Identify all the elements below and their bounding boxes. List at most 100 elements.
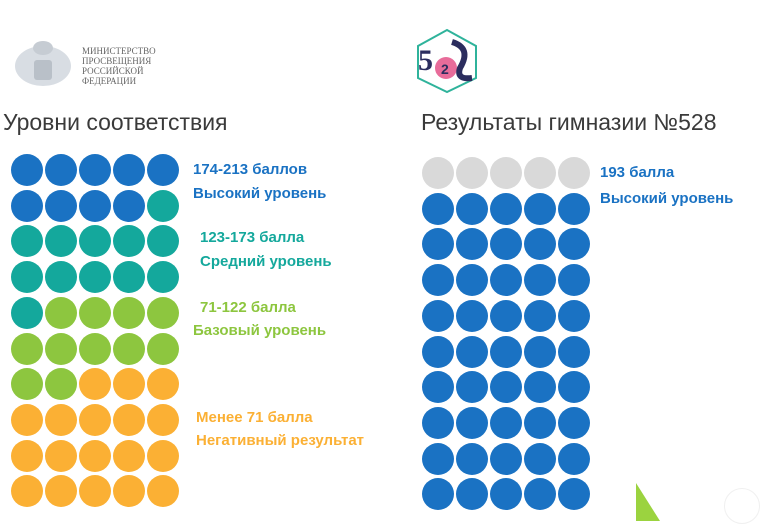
dot <box>113 332 145 365</box>
high-name: Высокий уровень <box>193 185 327 202</box>
dot <box>558 335 590 368</box>
dot <box>524 406 556 439</box>
base-range: 71-122 балла <box>200 299 296 316</box>
dot <box>11 261 43 294</box>
dot <box>524 478 556 511</box>
dot <box>422 192 454 225</box>
dot <box>79 261 111 294</box>
dot <box>113 403 145 436</box>
dot <box>558 299 590 332</box>
dot <box>11 439 43 472</box>
dot <box>147 296 179 329</box>
dot <box>456 442 488 475</box>
dot <box>490 335 522 368</box>
dot <box>422 264 454 297</box>
dot <box>79 189 111 222</box>
dot <box>524 228 556 261</box>
dot <box>558 264 590 297</box>
dot <box>11 296 43 329</box>
ministry-line: ПРОСВЕЩЕНИЯ <box>82 56 152 66</box>
dot <box>490 371 522 404</box>
svg-text:5: 5 <box>418 44 433 77</box>
dot <box>456 371 488 404</box>
dot <box>11 403 43 436</box>
decorative-triangle <box>636 483 660 521</box>
dot <box>79 332 111 365</box>
dot <box>456 299 488 332</box>
ministry-line: ФЕДЕРАЦИИ <box>82 76 137 86</box>
dot <box>79 154 111 186</box>
dot <box>456 157 488 189</box>
left-title: Уровни соответствия <box>3 109 228 135</box>
dot <box>558 406 590 439</box>
dot <box>147 403 179 436</box>
base-name: Базовый уровень <box>193 322 327 339</box>
dot <box>422 157 454 189</box>
dot <box>45 189 77 222</box>
school-level: Высокий уровень <box>600 190 734 207</box>
dot <box>422 406 454 439</box>
dot <box>456 478 488 511</box>
dot <box>45 225 77 258</box>
mid-name: Средний уровень <box>200 253 332 270</box>
dot <box>147 332 179 365</box>
dot <box>45 403 77 436</box>
dot <box>45 154 77 186</box>
dot <box>524 299 556 332</box>
dot <box>422 299 454 332</box>
dot <box>113 368 145 401</box>
school-score: 193 балла <box>600 164 675 181</box>
negative-name: Негативный результат <box>196 432 365 449</box>
dot <box>11 154 43 186</box>
dot <box>147 475 179 508</box>
ministry-line: РОССИЙСКОЙ <box>82 66 144 76</box>
dot <box>11 189 43 222</box>
dot <box>11 368 43 401</box>
dot <box>490 299 522 332</box>
dot <box>422 228 454 261</box>
dot <box>113 225 145 258</box>
dot <box>558 371 590 404</box>
right-title: Результаты гимназии №528 <box>421 109 717 135</box>
svg-text:2: 2 <box>441 61 449 77</box>
dot <box>147 225 179 258</box>
dot <box>11 475 43 508</box>
dot <box>79 368 111 401</box>
dot <box>524 264 556 297</box>
dot <box>79 225 111 258</box>
negative-range: Менее 71 балла <box>196 409 313 426</box>
dot <box>524 335 556 368</box>
school-logo: 5 2 <box>412 28 482 99</box>
dot <box>147 154 179 186</box>
dot <box>45 261 77 294</box>
dot <box>422 478 454 511</box>
dot <box>490 406 522 439</box>
dot <box>79 403 111 436</box>
dot <box>79 475 111 508</box>
dot <box>113 261 145 294</box>
dot <box>113 475 145 508</box>
dot <box>490 228 522 261</box>
dot <box>45 475 77 508</box>
dot <box>558 228 590 261</box>
dot <box>422 442 454 475</box>
ministry-line: МИНИСТЕРСТВО <box>82 46 156 56</box>
dot <box>490 442 522 475</box>
dot <box>524 157 556 189</box>
dot <box>490 478 522 511</box>
dot <box>456 335 488 368</box>
dot <box>524 192 556 225</box>
dot <box>45 332 77 365</box>
dot <box>524 371 556 404</box>
dot <box>422 371 454 404</box>
dot <box>11 225 43 258</box>
dot <box>45 296 77 329</box>
dot <box>490 192 522 225</box>
dot <box>113 439 145 472</box>
dot <box>79 296 111 329</box>
dot <box>113 189 145 222</box>
dot <box>558 192 590 225</box>
dot <box>79 439 111 472</box>
emblem-icon <box>15 41 71 86</box>
dot <box>422 335 454 368</box>
